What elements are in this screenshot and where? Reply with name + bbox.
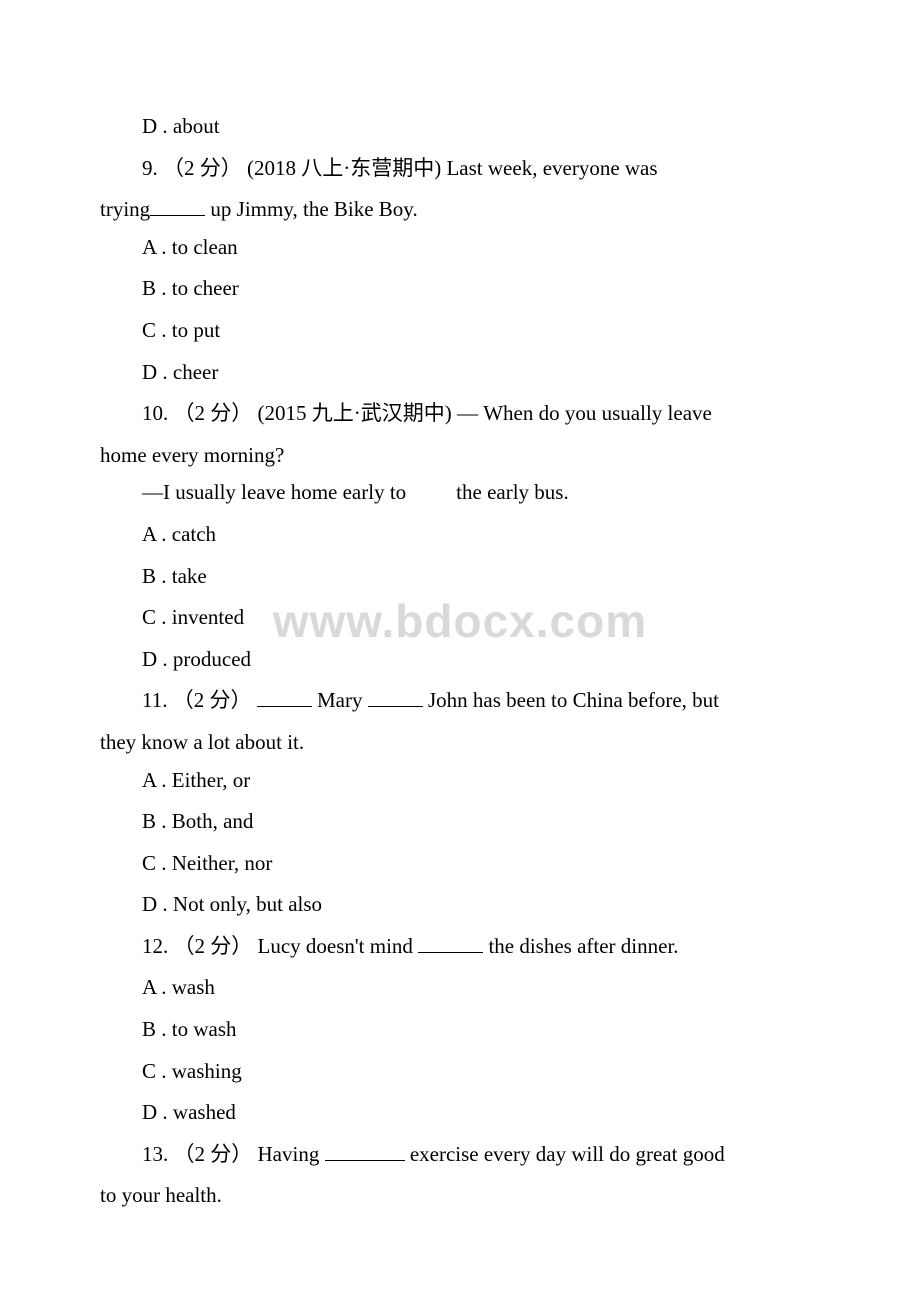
q11-text-post: John has been to China before, but — [423, 688, 719, 712]
question-10: 10. （2 分） (2015 九上·武汉期中) — When do you u… — [100, 397, 820, 472]
q11-option-c: C . Neither, nor — [100, 847, 820, 881]
q13-text-line2: to your health. — [100, 1179, 820, 1213]
q11-text-line1: 11. （2 分） Mary John has been to China be… — [100, 684, 820, 718]
q10-text-line3a: —I usually leave home early to — [142, 480, 406, 504]
q11-blank2 — [368, 686, 423, 707]
document-content: D . about 9. （2 分） (2018 八上·东营期中) Last w… — [100, 110, 820, 1213]
q9-text-line2a: trying — [100, 197, 150, 221]
q10-text-line2: home every morning? — [100, 439, 820, 473]
q11-text-pre: 11. （2 分） — [142, 688, 257, 712]
q10-option-d: D . produced — [100, 643, 820, 677]
q10-option-c: C . invented — [100, 601, 820, 635]
q12-option-d: D . washed — [100, 1096, 820, 1130]
q9-text-line2b: up Jimmy, the Bike Boy. — [205, 197, 418, 221]
q11-blank1 — [257, 686, 312, 707]
q10-option-a: A . catch — [100, 518, 820, 552]
q9-option-b: B . to cheer — [100, 272, 820, 306]
q9-option-a: A . to clean — [100, 231, 820, 265]
q10-text-line3b: the early bus. — [456, 480, 569, 504]
q13-blank — [325, 1140, 405, 1161]
q8-option-d: D . about — [100, 110, 820, 144]
q12-option-a: A . wash — [100, 971, 820, 1005]
q12-text-post: the dishes after dinner. — [483, 934, 678, 958]
question-11: 11. （2 分） Mary John has been to China be… — [100, 684, 820, 759]
q9-option-d: D . cheer — [100, 356, 820, 390]
q13-text-pre: 13. （2 分） Having — [142, 1142, 325, 1166]
q9-option-c: C . to put — [100, 314, 820, 348]
q13-text-line1: 13. （2 分） Having exercise every day will… — [100, 1138, 820, 1172]
q13-text-post: exercise every day will do great good — [405, 1142, 725, 1166]
q11-option-a: A . Either, or — [100, 764, 820, 798]
q9-text-line2: trying up Jimmy, the Bike Boy. — [100, 193, 820, 227]
q10-text-line1: 10. （2 分） (2015 九上·武汉期中) — When do you u… — [100, 397, 820, 431]
q11-option-d: D . Not only, but also — [100, 888, 820, 922]
q12-blank — [418, 932, 483, 953]
q12-text-pre: 12. （2 分） Lucy doesn't mind — [142, 934, 418, 958]
q11-text-line2: they know a lot about it. — [100, 726, 820, 760]
q10-option-b: B . take — [100, 560, 820, 594]
q9-text-line1: 9. （2 分） (2018 八上·东营期中) Last week, every… — [100, 152, 820, 186]
q11-text-mid: Mary — [312, 688, 368, 712]
q10-text-line3: —I usually leave home early to the early … — [100, 476, 820, 510]
question-9: 9. （2 分） (2018 八上·东营期中) Last week, every… — [100, 152, 820, 227]
question-12: 12. （2 分） Lucy doesn't mind the dishes a… — [100, 930, 820, 964]
question-13: 13. （2 分） Having exercise every day will… — [100, 1138, 820, 1213]
q11-option-b: B . Both, and — [100, 805, 820, 839]
q12-option-b: B . to wash — [100, 1013, 820, 1047]
q9-blank — [150, 195, 205, 216]
q12-option-c: C . washing — [100, 1055, 820, 1089]
